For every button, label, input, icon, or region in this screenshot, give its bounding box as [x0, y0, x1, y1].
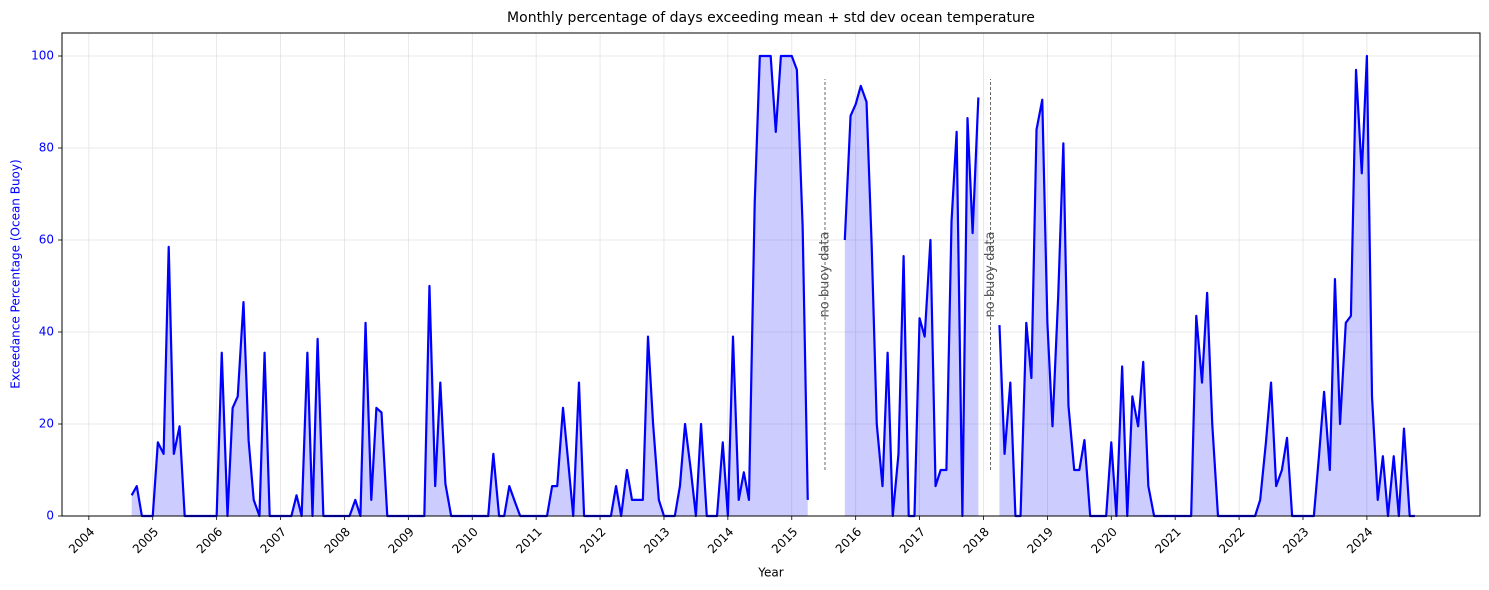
y-tick-label: 80 [39, 141, 54, 155]
y-axis-label: Exceedance Percentage (Ocean Buoy) [9, 159, 23, 388]
x-tick-label: 2017 [897, 525, 928, 556]
chart-title: Monthly percentage of days exceeding mea… [507, 10, 1035, 26]
x-tick-label: 2004 [66, 525, 97, 556]
y-tick-label: 20 [39, 417, 54, 431]
x-tick-label: 2015 [769, 525, 800, 556]
x-tick-label: 2005 [130, 525, 161, 556]
x-tick-label: 2008 [322, 525, 353, 556]
x-tick-label: 2016 [833, 525, 864, 556]
x-tick-label: 2009 [385, 525, 416, 556]
x-tick-label: 2007 [258, 525, 289, 556]
x-tick-label: 2018 [961, 525, 992, 556]
area [131, 56, 1415, 516]
x-tick-label: 2022 [1216, 525, 1247, 556]
y-tick-label: 60 [39, 233, 54, 247]
y-tick-label: 100 [31, 49, 54, 63]
x-tick-label: 2023 [1280, 525, 1311, 556]
x-tick-label: 2011 [513, 525, 544, 556]
x-tick-label: 2010 [449, 525, 480, 556]
x-tick-label: 2020 [1088, 525, 1119, 556]
x-axis-label: Year [757, 566, 783, 580]
x-tick-label: 2012 [577, 525, 608, 556]
x-tick-label: 2019 [1024, 525, 1055, 556]
x-tick-label: 2013 [641, 525, 672, 556]
annotation-text: no buoy data [817, 232, 832, 318]
x-tick-label: 2021 [1152, 525, 1183, 556]
y-tick-label: 40 [39, 325, 54, 339]
x-tick-label: 2014 [705, 525, 736, 556]
plot-frame [61, 32, 1481, 517]
annotation-text: no buoy data [983, 232, 998, 318]
x-tick-label: 2006 [194, 525, 225, 556]
x-tick-label: 2024 [1344, 525, 1375, 556]
y-tick-label: 0 [46, 509, 54, 523]
